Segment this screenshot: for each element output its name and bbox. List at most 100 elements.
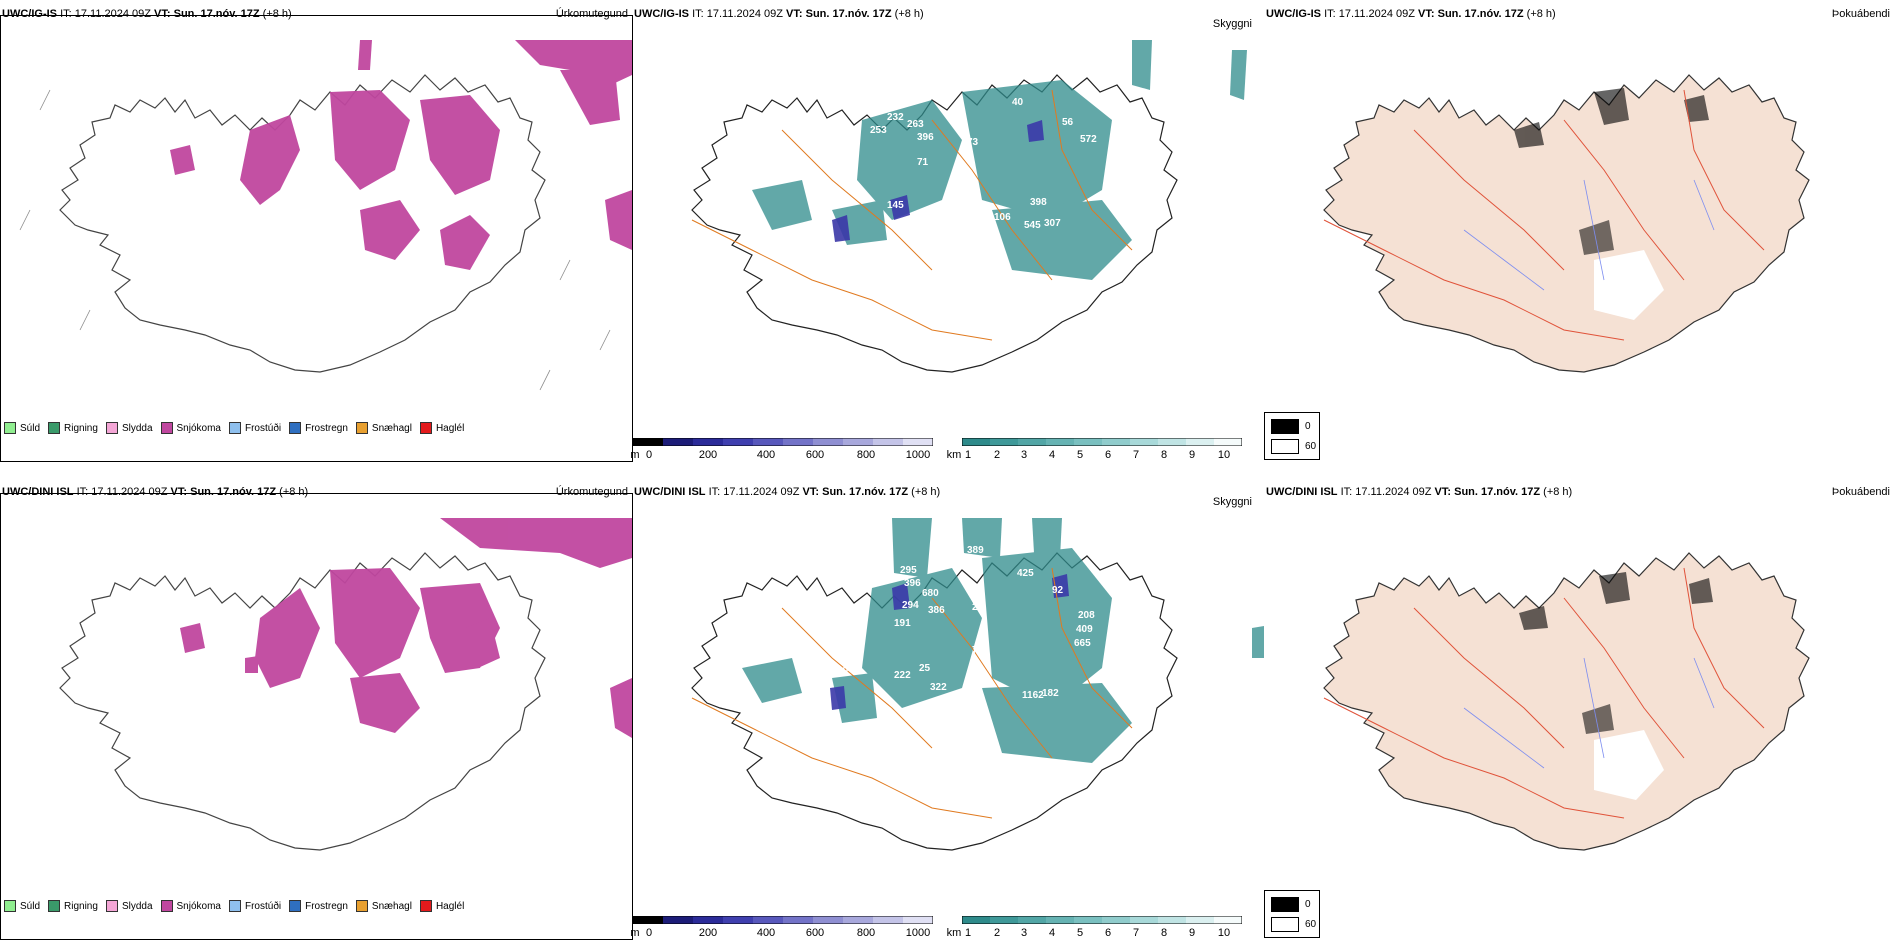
visibility-unit: km: [946, 449, 962, 461]
valid-time: Sun. 17.nóv. 17Z: [173, 8, 260, 20]
panel-tag: Skyggni: [1212, 496, 1252, 508]
legend-swatch: [4, 422, 16, 434]
cloud-label: 145: [887, 200, 904, 211]
precip-type-legend: Súld Rigning Slydda Snjókoma Frostúði Fr…: [4, 422, 464, 434]
svg-text:1162: 1162: [1022, 690, 1044, 701]
cloud-label: 347: [930, 207, 947, 218]
legend-item: Slydda: [105, 422, 153, 434]
legend-item: Snæhagl: [355, 422, 412, 434]
fog-swatch-high: [1271, 439, 1299, 454]
panel-header: UWC/DINI ISL IT: 17.11.2024 09Z VT: Sun.…: [634, 486, 941, 498]
cloud-label: 396: [917, 132, 934, 143]
visibility-colorbar: [962, 438, 1242, 446]
svg-text:386: 386: [928, 605, 945, 616]
svg-text:365: 365: [932, 555, 949, 566]
cloud-label: 104: [837, 197, 854, 208]
legend-swatch: [355, 422, 368, 434]
precip-type-legend: Súld Rigning Slydda Snjókoma Frostúði Fr…: [4, 900, 464, 912]
ceiling-colorbar: [633, 438, 933, 446]
ceiling-scale: m 0 200 400 600 800 1000: [630, 449, 931, 461]
legend-item: Haglél: [419, 900, 464, 912]
legend-swatch: [419, 422, 432, 434]
panel-frame: [0, 493, 633, 940]
legend-item: Slydda: [105, 900, 153, 912]
visibility-map: 396 746 232 253 263 396 71 73 40 56 572 …: [691, 40, 1247, 373]
svg-text:25: 25: [919, 663, 931, 674]
svg-text:110: 110: [832, 665, 849, 676]
panel-header: UWC/DINI ISL IT: 17.11.2024 09Z VT: Sun.…: [1266, 486, 1573, 498]
legend-swatch: [160, 422, 173, 434]
precip-type-map: [19, 40, 632, 391]
cloud-height-labels: 295 365 389 396 680 425 294 386 26 191 9…: [832, 545, 1095, 701]
visibility-scale: km 1 2 3 4 5 6 7 8 9 10: [946, 449, 1231, 461]
svg-text:389: 389: [967, 545, 984, 556]
visibility-scale: km 1 2 3 4 5 6 7 8 9 10: [946, 927, 1231, 939]
legend-item: Rigning: [48, 900, 98, 912]
legend-swatch: [48, 422, 61, 434]
svg-text:26: 26: [972, 602, 984, 613]
svg-text:396: 396: [904, 578, 921, 589]
ceiling-colorbar: [633, 916, 933, 924]
fog-map: [1323, 552, 1810, 851]
svg-text:191: 191: [894, 618, 911, 629]
model-name: UWC/IG-IS: [2, 8, 57, 20]
legend-item: Frostúði: [228, 900, 281, 912]
ceiling-scale: m 0 200 400 600 800 1000: [630, 927, 931, 939]
svg-text:409: 409: [1076, 624, 1093, 635]
cloud-label: 746: [930, 90, 947, 101]
cloud-label: 73: [967, 137, 979, 148]
panel-header: UWC/DINI ISL IT: 17.11.2024 09Z VT: Sun.…: [2, 486, 309, 498]
precip-type-map: [59, 518, 632, 851]
svg-text:182: 182: [1042, 688, 1059, 699]
legend-swatch: [228, 422, 241, 434]
legend-swatch: [105, 422, 118, 434]
visibility-colorbar: [962, 916, 1242, 924]
fog-panel-row1: UWC/IG-IS IT: 17.11.2024 09Z VT: Sun. 17…: [1264, 0, 1896, 465]
cloud-label: 545: [1024, 220, 1041, 231]
ceiling-unit: m: [630, 449, 640, 461]
cloud-label: 263: [907, 119, 924, 130]
cloud-height-labels: 396 746 232 253 263 396 71 73 40 56 572 …: [837, 90, 1097, 231]
legend-swatch: [289, 422, 302, 434]
legend-item: Haglél: [419, 422, 464, 434]
legend-item: Frostregn: [289, 900, 348, 912]
precip-type-panel-row1: UWC/IG-IS IT: 17.11.2024 09Z VT: Sun. 17…: [0, 0, 633, 465]
legend-item: Súld: [4, 422, 40, 434]
legend-item: Rigning: [48, 422, 98, 434]
lead-time: (+8 h): [262, 8, 292, 20]
svg-text:425: 425: [1017, 568, 1034, 579]
legend-item: Snjókoma: [160, 422, 221, 434]
svg-text:295: 295: [900, 565, 917, 576]
cloud-label: 398: [1030, 197, 1047, 208]
legend-item: Frostregn: [289, 422, 348, 434]
init-time: IT: 17.11.2024 09Z: [60, 8, 151, 20]
panel-tag: Þokuábendi: [1831, 486, 1890, 498]
panel-tag: Úrkomutegund: [555, 8, 628, 20]
valid-time-label: VT:: [154, 8, 171, 20]
svg-text:665: 665: [1074, 638, 1091, 649]
cloud-label: 396: [890, 97, 907, 108]
fog-legend: 0 60: [1264, 412, 1320, 460]
panel-frame: [0, 15, 633, 462]
panel-header: UWC/IG-IS IT: 17.11.2024 09Z VT: Sun. 17…: [2, 8, 292, 20]
svg-text:991: 991: [957, 690, 974, 701]
cloud-label: 56: [1062, 117, 1074, 128]
cloud-label: 307: [1044, 218, 1061, 229]
panel-tag: Úrkomutegund: [555, 486, 628, 498]
fog-legend: 0 60: [1264, 890, 1320, 938]
panel-header: UWC/IG-IS IT: 17.11.2024 09Z VT: Sun. 17…: [634, 8, 924, 20]
visibility-panel-row1: 396 746 232 253 263 396 71 73 40 56 572 …: [630, 0, 1320, 465]
legend-item: Frostúði: [228, 422, 281, 434]
panel-header: UWC/IG-IS IT: 17.11.2024 09Z VT: Sun. 17…: [1266, 8, 1556, 20]
svg-text:680: 680: [922, 588, 939, 599]
precip-type-panel-row2: UWC/DINI ISL IT: 17.11.2024 09Z VT: Sun.…: [0, 478, 633, 943]
cloud-label: 232: [887, 112, 904, 123]
svg-text:756: 756: [972, 645, 989, 656]
svg-text:294: 294: [902, 600, 919, 611]
cloud-label: 253: [870, 125, 887, 136]
fog-panel-row2: UWC/DINI ISL IT: 17.11.2024 09Z VT: Sun.…: [1264, 478, 1896, 943]
legend-item: Súld: [4, 900, 40, 912]
svg-text:92: 92: [1052, 585, 1064, 596]
fog-map: [1323, 74, 1810, 373]
fog-swatch-low: [1271, 419, 1299, 434]
